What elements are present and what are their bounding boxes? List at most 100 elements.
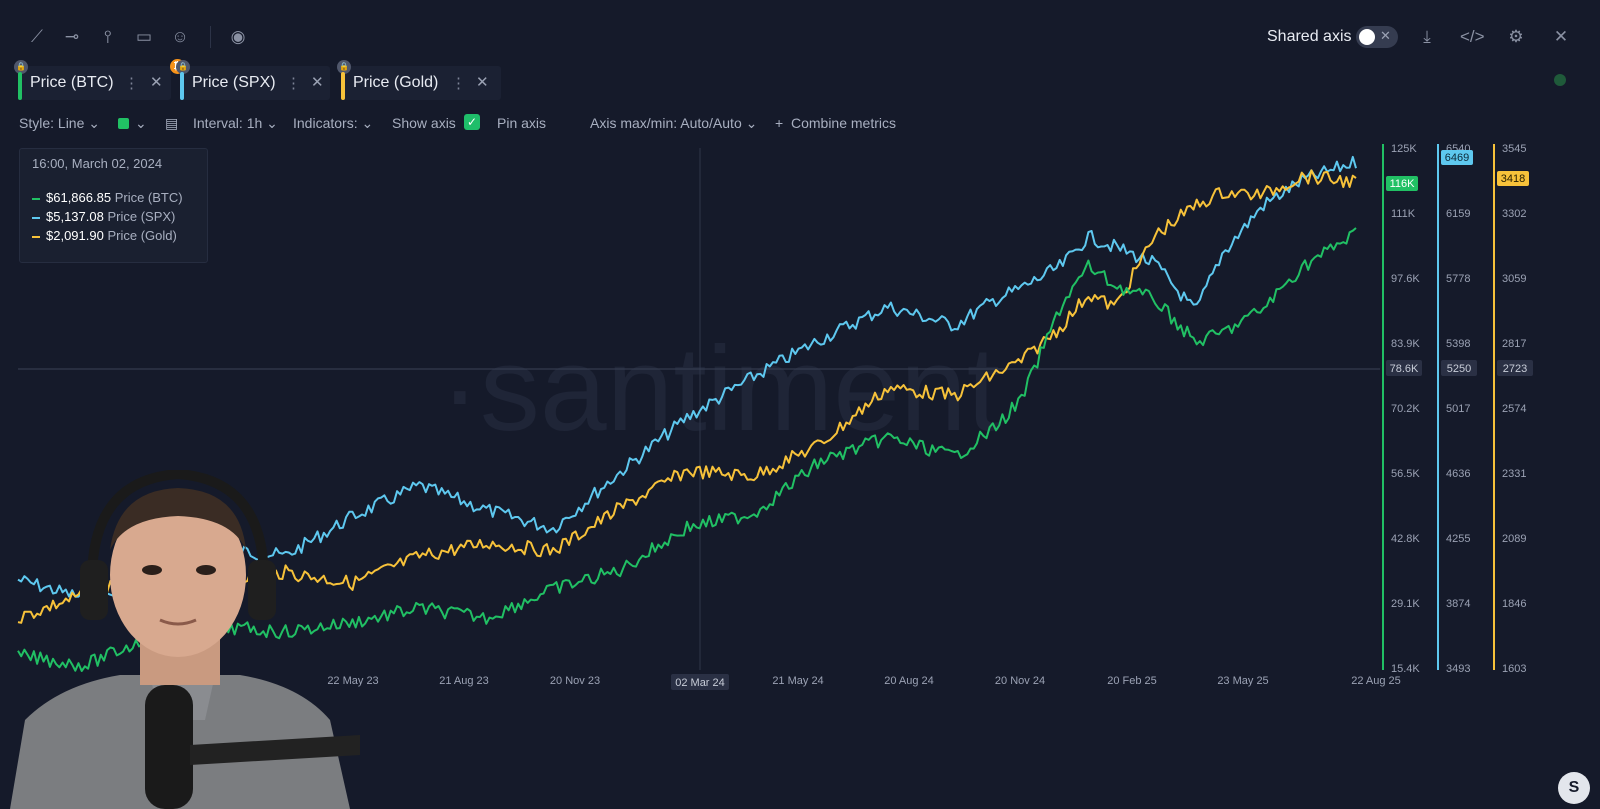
last-value-label: 3418 bbox=[1501, 173, 1525, 185]
horizontal-line-icon[interactable]: ⊸ bbox=[64, 27, 80, 46]
tooltip-row-gold: $2,091.90 Price (Gold) bbox=[32, 228, 177, 243]
lock-icon: 🔒 bbox=[176, 60, 190, 74]
tooltip-value: $5,137.08 bbox=[46, 209, 104, 224]
y-tick-label: 111K bbox=[1391, 208, 1416, 220]
x-tick-label: 20 Feb 25 bbox=[1107, 675, 1157, 687]
chevron-down-icon: ⌄ bbox=[745, 115, 758, 131]
shared-axis-label: Shared axis bbox=[1267, 28, 1352, 45]
y-tick-label: 2574 bbox=[1502, 403, 1526, 415]
crosshair-x-badge bbox=[671, 674, 729, 690]
ruler-icon: ▤ bbox=[165, 115, 179, 131]
y-tick-label: 5017 bbox=[1446, 403, 1470, 415]
x-tick-label: 20 Nov 24 bbox=[995, 675, 1045, 687]
y-tick-label: 4255 bbox=[1446, 533, 1470, 545]
tab-label: Price (BTC) bbox=[30, 74, 114, 91]
chevron-down-icon: ⌄ bbox=[88, 115, 100, 131]
shared-axis-toggle[interactable]: ✕ bbox=[1356, 26, 1398, 48]
tooltip-value: $61,866.85 bbox=[46, 190, 112, 205]
y-tick-label: 2331 bbox=[1502, 468, 1526, 480]
legend-swatch bbox=[32, 197, 40, 200]
crosshair-axis-value: 2723 bbox=[1503, 363, 1527, 375]
y-tick-label: 3545 bbox=[1502, 143, 1526, 155]
y-tick-label: 70.2K bbox=[1391, 403, 1420, 415]
x-tick-label: 20 Aug 24 bbox=[884, 675, 934, 687]
toggle-knob bbox=[1359, 29, 1375, 45]
toolbar-divider bbox=[210, 26, 211, 48]
settings-icon[interactable]: ⚙ bbox=[1508, 27, 1524, 46]
tab-label: Price (Gold) bbox=[353, 74, 439, 91]
y-tick-label: 97.6K bbox=[1391, 273, 1420, 285]
tooltip-series-name: Price (SPX) bbox=[107, 209, 176, 224]
series-line-price-btc- bbox=[17, 227, 1357, 672]
y-tick-label: 29.1K bbox=[1391, 598, 1420, 610]
more-icon[interactable]: ⋮ bbox=[124, 75, 139, 92]
y-tick-label: 1846 bbox=[1502, 598, 1526, 610]
series-color-bar bbox=[180, 72, 184, 100]
chevron-down-icon: ⌄ bbox=[266, 115, 278, 131]
note-icon[interactable]: ▭ bbox=[135, 27, 153, 46]
tab-price-btc[interactable]: 🔒 Price (BTC) ⋮ ✕ ₿ bbox=[14, 59, 185, 100]
lock-icon: 🔒 bbox=[14, 60, 28, 74]
show-axis-label: Show axis bbox=[392, 115, 456, 131]
chevron-down-icon[interactable]: ⌄ bbox=[135, 115, 147, 131]
x-tick-label: 22 May 23 bbox=[327, 675, 378, 687]
emoji-icon[interactable]: ☺ bbox=[171, 27, 189, 46]
tab-price-gold[interactable]: 🔒 Price (Gold) ⋮ ✕ bbox=[337, 60, 501, 100]
more-icon[interactable]: ⋮ bbox=[451, 75, 466, 92]
y-tick-label: 56.5K bbox=[1391, 468, 1420, 480]
close-tab-icon[interactable]: ✕ bbox=[150, 74, 163, 91]
tooltip-series-name: Price (Gold) bbox=[107, 228, 177, 243]
indicators-select[interactable]: Indicators: ⌄ bbox=[293, 115, 373, 132]
tab-label: Price (SPX) bbox=[192, 74, 276, 91]
x-tick-label: 21 Aug 23 bbox=[439, 675, 489, 687]
axis-maxmin-label: Axis max/min: Auto/Auto bbox=[590, 115, 742, 131]
combine-metrics-label: Combine metrics bbox=[790, 115, 896, 131]
y-tick-label: 3874 bbox=[1446, 598, 1470, 610]
style-label: Style: Line bbox=[19, 115, 85, 131]
tooltip-series-name: Price (BTC) bbox=[114, 190, 183, 205]
crosshair-axis-value: 5250 bbox=[1447, 363, 1471, 375]
style-select[interactable]: Style: Line ⌄ bbox=[19, 115, 100, 132]
watermark: ·santiment bbox=[440, 322, 1000, 456]
embed-code-icon[interactable]: </> bbox=[1460, 27, 1485, 46]
price-chart[interactable]: ·santiment 125K 111K 97.6K 83.9K 70.2K 56.5K 42… bbox=[0, 140, 1600, 700]
y-tick-label: 2817 bbox=[1502, 338, 1526, 350]
vertical-line-icon[interactable]: ⫯ bbox=[104, 27, 112, 46]
y-tick-label: 3493 bbox=[1446, 663, 1470, 675]
brand-logo-icon[interactable]: S bbox=[1558, 772, 1590, 804]
more-icon[interactable]: ⋮ bbox=[286, 75, 301, 92]
download-icon[interactable]: ⤓ bbox=[1423, 27, 1431, 46]
x-tick-label: 21 May 24 bbox=[772, 675, 823, 687]
close-tab-icon[interactable]: ✕ bbox=[311, 74, 324, 91]
y-tick-label: 125K bbox=[1391, 143, 1417, 155]
tooltip-date: 16:00, March 02, 2024 bbox=[32, 156, 163, 171]
series-color-bar bbox=[18, 72, 22, 100]
combine-metrics-button[interactable]: + Combine metrics bbox=[775, 115, 896, 131]
interval-select[interactable]: Interval: 1h ⌄ bbox=[193, 115, 278, 132]
crosshair-axis-badge bbox=[1386, 360, 1422, 376]
tooltip-row-spx: $5,137.08 Price (SPX) bbox=[32, 209, 175, 224]
last-value-badge bbox=[1386, 176, 1418, 191]
last-value-label: 6469 bbox=[1445, 152, 1469, 164]
close-tab-icon[interactable]: ✕ bbox=[476, 74, 489, 91]
series-color-bar bbox=[341, 72, 345, 100]
show-axis-checkbox[interactable]: ✓ bbox=[464, 114, 480, 130]
plus-icon: + bbox=[775, 115, 784, 131]
tooltip-row-btc: $61,866.85 Price (BTC) bbox=[32, 190, 183, 205]
eye-icon[interactable]: ◉ bbox=[230, 27, 246, 46]
y-tick-label: 3302 bbox=[1502, 208, 1526, 220]
legend-swatch bbox=[32, 216, 40, 219]
x-tick-label: 23 May 25 bbox=[1217, 675, 1268, 687]
crosshair-axis-badge bbox=[1441, 360, 1477, 376]
tab-price-spx[interactable]: 🔒 Price (SPX) ⋮ ✕ bbox=[176, 60, 330, 100]
crosshair-axis-badge bbox=[1497, 360, 1533, 376]
y-tick-label: 6159 bbox=[1446, 208, 1470, 220]
close-icon[interactable]: ✕ bbox=[1553, 27, 1569, 46]
y-tick-label: 5778 bbox=[1446, 273, 1470, 285]
line-tool-icon[interactable]: ⟋ bbox=[31, 27, 43, 46]
legend-swatch bbox=[32, 235, 40, 238]
axis-maxmin-select[interactable]: Axis max/min: Auto/Auto ⌄ bbox=[590, 115, 757, 132]
x-tick-label: 20 Nov 23 bbox=[550, 675, 600, 687]
color-swatch[interactable] bbox=[118, 118, 129, 129]
pin-axis-label[interactable]: Pin axis bbox=[497, 115, 547, 131]
